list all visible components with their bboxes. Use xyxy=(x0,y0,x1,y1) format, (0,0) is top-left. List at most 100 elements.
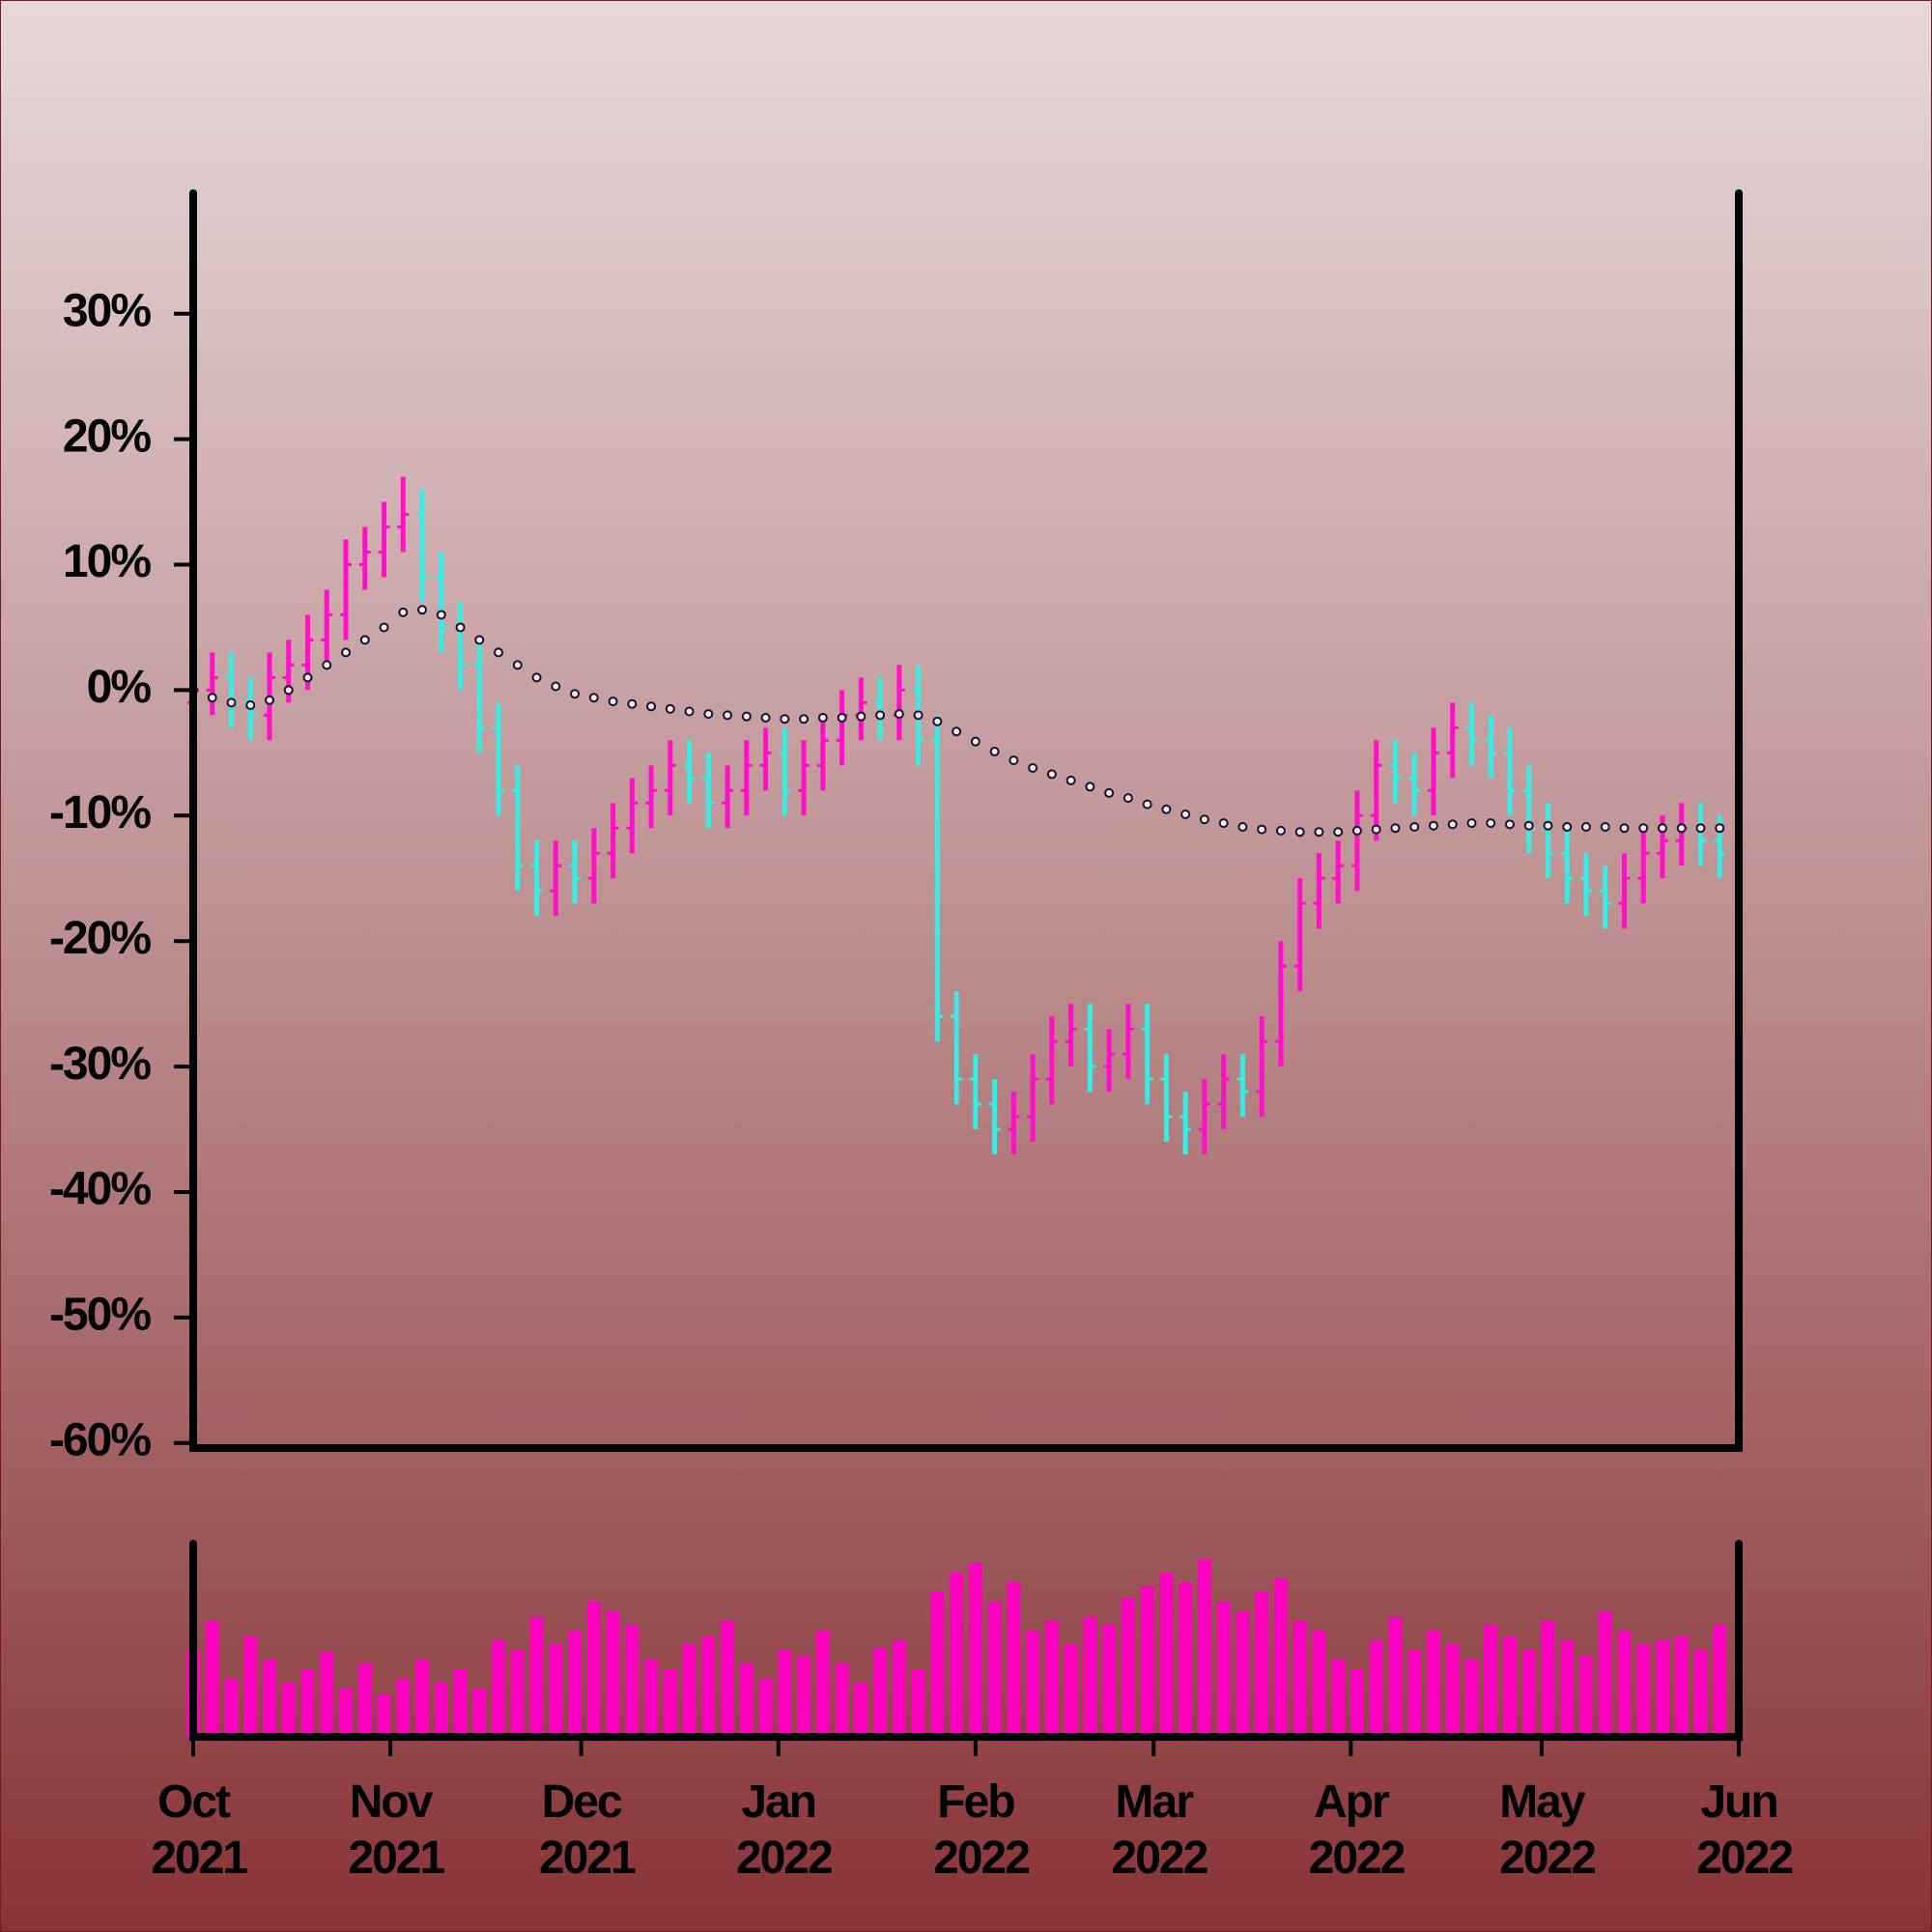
x-tick-label: Mar 2022 xyxy=(1100,1776,1207,1884)
x-tick-label: Nov 2021 xyxy=(337,1776,444,1884)
volume-bar xyxy=(1484,1625,1498,1737)
y-tick-label: 0% xyxy=(87,662,152,713)
volume-bar xyxy=(1655,1640,1669,1737)
moving-average-point xyxy=(1447,819,1458,830)
volume-bar xyxy=(1293,1621,1307,1737)
moving-average-point xyxy=(398,607,409,617)
volume-bar xyxy=(739,1663,753,1737)
moving-average-point xyxy=(952,726,962,737)
volume-bar xyxy=(320,1652,334,1737)
moving-average-point xyxy=(1294,827,1305,838)
moving-average-point xyxy=(1218,818,1229,829)
moving-average-point xyxy=(723,710,733,721)
moving-average-point xyxy=(379,622,389,633)
moving-average-point xyxy=(265,695,275,705)
volume-bar xyxy=(300,1669,315,1737)
volume-bar xyxy=(1312,1631,1326,1737)
moving-average-point xyxy=(665,703,675,714)
moving-average-point xyxy=(1275,825,1286,836)
volume-bar xyxy=(243,1636,258,1737)
volume-bar xyxy=(1273,1578,1288,1737)
volume-bar xyxy=(1216,1602,1231,1737)
volume-bar xyxy=(510,1650,525,1737)
volume-bar xyxy=(1693,1650,1708,1737)
volume-bar xyxy=(1121,1598,1135,1737)
moving-average-point xyxy=(341,647,352,658)
moving-average-point xyxy=(1199,814,1209,825)
moving-average-point xyxy=(245,699,256,710)
volume-bar xyxy=(1388,1617,1403,1737)
moving-average-point xyxy=(1600,821,1610,832)
moving-average-point xyxy=(512,660,523,670)
moving-average-point xyxy=(760,712,771,723)
moving-average-point xyxy=(1428,820,1438,831)
volume-frame xyxy=(189,1540,1743,1741)
moving-average-point xyxy=(1314,827,1324,838)
moving-average-point xyxy=(283,685,294,696)
moving-average-point xyxy=(207,693,217,703)
volume-bar xyxy=(1636,1644,1651,1737)
volume-bar xyxy=(568,1631,582,1737)
moving-average-point xyxy=(1409,821,1420,832)
volume-bar xyxy=(205,1621,219,1737)
volume-bar xyxy=(1617,1631,1632,1737)
moving-average-point xyxy=(417,605,428,615)
volume-bar xyxy=(263,1660,277,1737)
volume-bar xyxy=(1541,1621,1555,1737)
volume-bar xyxy=(1159,1573,1174,1737)
marks: -60% -50% -40% -30% -20% -10% 0% 10% 20% 30% Oct 2… xyxy=(49,285,1794,1884)
moving-average-point xyxy=(1333,827,1344,838)
moving-average-point xyxy=(894,709,904,720)
volume-bar xyxy=(987,1602,1002,1737)
volume-bar xyxy=(892,1640,906,1737)
volume-bar xyxy=(1369,1640,1383,1737)
moving-average-point xyxy=(741,711,752,722)
y-tick-label: 30% xyxy=(63,285,151,336)
volume-bar xyxy=(1140,1586,1154,1737)
volume-bar xyxy=(224,1679,239,1737)
moving-average-point xyxy=(780,714,790,724)
volume-bar xyxy=(644,1660,659,1737)
volume-bar xyxy=(1521,1650,1536,1737)
volume-bar xyxy=(930,1592,945,1737)
volume-bar xyxy=(758,1679,773,1737)
volume-bar xyxy=(625,1625,639,1737)
volume-bar xyxy=(434,1683,448,1737)
moving-average-point xyxy=(226,697,237,708)
moving-average-point xyxy=(359,635,370,645)
moving-average-point xyxy=(494,647,504,658)
moving-average-point xyxy=(588,693,599,703)
y-tick-label: -60% xyxy=(49,1414,151,1465)
y-tick-label: 20% xyxy=(63,411,151,462)
x-tick-label: Jan 2022 xyxy=(725,1776,832,1884)
moving-average-point xyxy=(302,672,313,683)
volume-bar xyxy=(835,1663,849,1737)
moving-average-point xyxy=(1085,781,1095,792)
moving-average-point xyxy=(1543,820,1553,831)
moving-average-point xyxy=(627,698,638,709)
volume-bar xyxy=(1578,1656,1593,1737)
volume-bar xyxy=(1713,1625,1727,1737)
volume-bar xyxy=(377,1694,391,1737)
moving-average-point xyxy=(1161,804,1172,814)
moving-average-point xyxy=(1676,823,1687,834)
volume-bar xyxy=(1464,1660,1479,1737)
volume-bar xyxy=(1026,1631,1040,1737)
volume-bar xyxy=(950,1573,964,1737)
moving-average-point xyxy=(1104,787,1115,798)
moving-average-point xyxy=(817,712,828,723)
y-tick-label: -20% xyxy=(49,913,151,964)
moving-average-point xyxy=(703,709,714,720)
x-tick-label: Apr 2022 xyxy=(1297,1776,1404,1884)
moving-average-point xyxy=(1237,821,1248,832)
volume-bar xyxy=(968,1563,982,1737)
volume-bar xyxy=(854,1683,868,1737)
volume-bar xyxy=(357,1663,372,1737)
x-tick-label: Dec 2021 xyxy=(528,1776,636,1884)
volume-bar xyxy=(492,1640,506,1737)
x-tick-label: Oct 2021 xyxy=(140,1776,247,1884)
moving-average-point xyxy=(1523,820,1534,831)
y-tick-label: -50% xyxy=(49,1290,151,1341)
moving-average-point xyxy=(608,696,618,707)
moving-average-point xyxy=(531,672,542,683)
